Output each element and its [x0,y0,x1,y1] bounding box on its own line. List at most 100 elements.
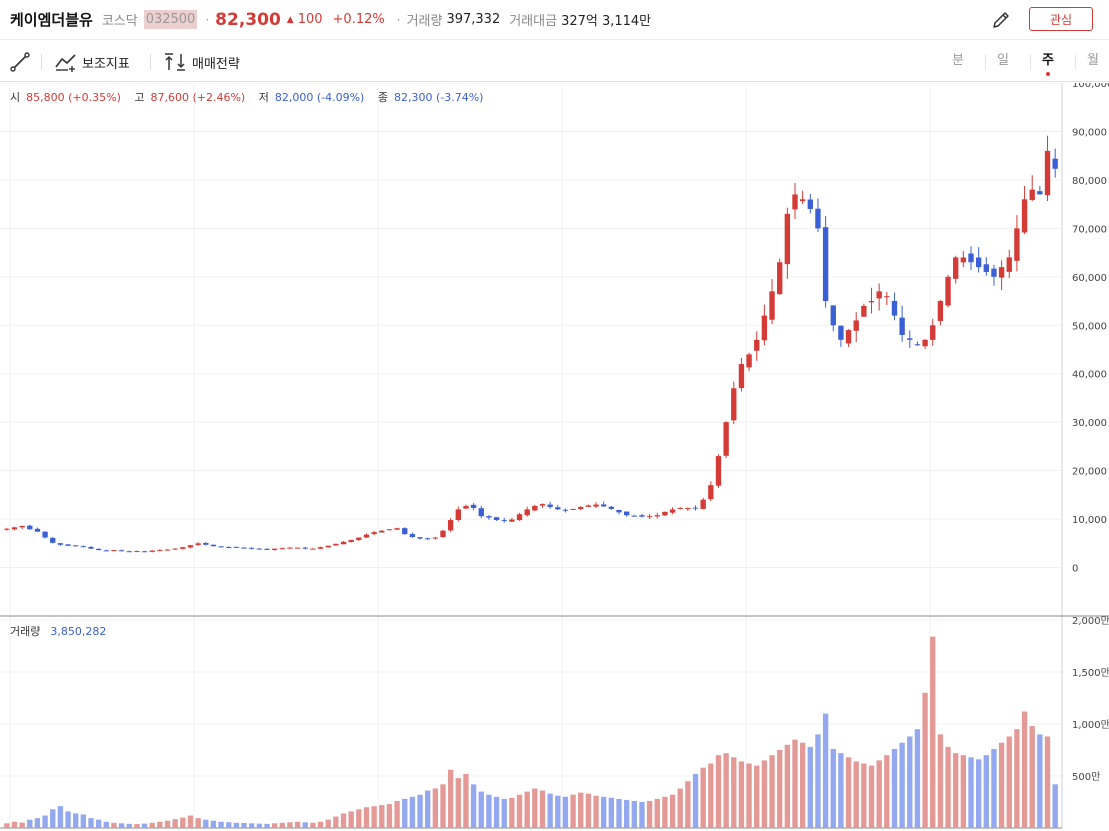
price-chart[interactable]: 0 10,000 20,000 30,000 40,000 50,000 60,000 70,… [0,83,1109,831]
change-amount: 100 [297,12,323,27]
volume-bar [95,819,102,828]
high-label: 고 [134,91,145,104]
market-label: 코스닥 [101,14,138,29]
price-tick-label: 50,000 [1072,321,1107,332]
volume-bar [738,761,745,828]
candle-body [899,317,905,335]
indicators-label: 보조지표 [82,56,130,72]
volume-bar [861,763,867,828]
favorite-button[interactable]: 관심 [1029,7,1093,31]
candle-body [348,539,354,542]
volume-bar [1052,784,1058,828]
candle-body [761,315,768,341]
candle-body [134,551,140,553]
stock-code: 032500 [143,10,198,29]
volume-bar [646,800,653,828]
volume-bar [172,819,178,828]
volume-bar [203,819,209,828]
candle-body [746,354,752,368]
volume-bar [73,813,79,828]
volume-bar [914,729,921,828]
volume-bar [417,794,423,828]
candle-body [945,276,951,306]
candle-body [516,514,523,521]
volume-bar [88,818,94,828]
candle-body [792,194,798,210]
candle-body [799,199,806,202]
volume-bar [922,692,928,828]
volume-bar [754,765,760,828]
volume-bar [287,822,293,828]
volume-bar [555,795,561,828]
draw-line-icon[interactable] [9,51,31,73]
volume-bar [1006,736,1012,828]
candle-body [287,547,293,549]
price-tick-label: 60,000 [1072,273,1107,284]
candle-body [723,422,729,456]
candle-body [1029,189,1035,200]
volume-bar [547,793,553,828]
tab-minute[interactable]: 분 [952,53,964,68]
tab-day[interactable]: 일 [997,53,1009,68]
volume-bar [570,794,576,828]
volume-bar [134,824,140,828]
candle-body [50,537,56,543]
candle-body [830,305,836,326]
volume-bar [180,817,186,828]
volume-bar [968,757,974,828]
volume-bar [1029,726,1035,828]
candle-body [991,268,997,277]
tab-month[interactable]: 월 [1087,53,1099,68]
price-tick-label: 30,000 [1072,418,1107,429]
indicators-button[interactable]: 보조지표 [54,52,130,72]
volume-bar [891,748,898,828]
indicator-chart-icon [55,54,76,72]
volume-bar [1014,729,1020,828]
candle-body [1052,158,1058,169]
candle-body [34,528,41,532]
candle-body [302,547,308,549]
volume-bar [241,823,247,828]
candle-body [73,545,79,547]
change-percent: +0.12% [332,12,385,27]
toolbar-divider [41,54,42,70]
candle-body [884,296,890,298]
candle-body [998,267,1005,278]
candle-body [1021,199,1028,233]
volume-bar [478,791,484,828]
volume-tick-label: 500만 [1072,771,1100,783]
candle-body [677,507,683,509]
volume-bar [998,742,1005,828]
candle-body [608,506,615,509]
candle-body [271,548,278,550]
price-tick-label: 80,000 [1072,176,1107,187]
candle-body [1037,191,1043,195]
volume-bar [761,760,768,828]
stock-header: 케이엠더블유 코스닥 032500 · 82,300 ▲ 100 +0.12% … [0,0,1109,40]
volume-bar [447,769,454,828]
volume-bar [440,784,446,828]
volume-bar [983,755,989,828]
candle-body [241,547,247,549]
volume-bar [226,822,232,828]
current-price: 82,300 [215,9,281,30]
volume-bar [233,822,240,828]
volume-bar [118,823,125,828]
volume-bar [4,823,10,828]
strategy-button[interactable]: 매매전략 [162,52,240,72]
candle-body [233,546,240,548]
close-value: 82,300 (-3.74%) [393,91,484,104]
volume-readout: 거래량 3,850,282 [10,623,106,639]
candle-body [42,531,48,538]
pencil-icon[interactable] [990,9,1012,31]
price-change: ▲ 100 [287,12,323,27]
volume-bar [769,755,775,828]
tab-divider [985,55,986,69]
candle-body [623,511,630,516]
tab-divider [1075,55,1076,69]
candle-body [126,551,132,553]
volume-bar [402,798,408,828]
candle-body [975,257,982,268]
candle-body [141,551,148,553]
tab-week[interactable]: 주 [1033,42,1063,82]
